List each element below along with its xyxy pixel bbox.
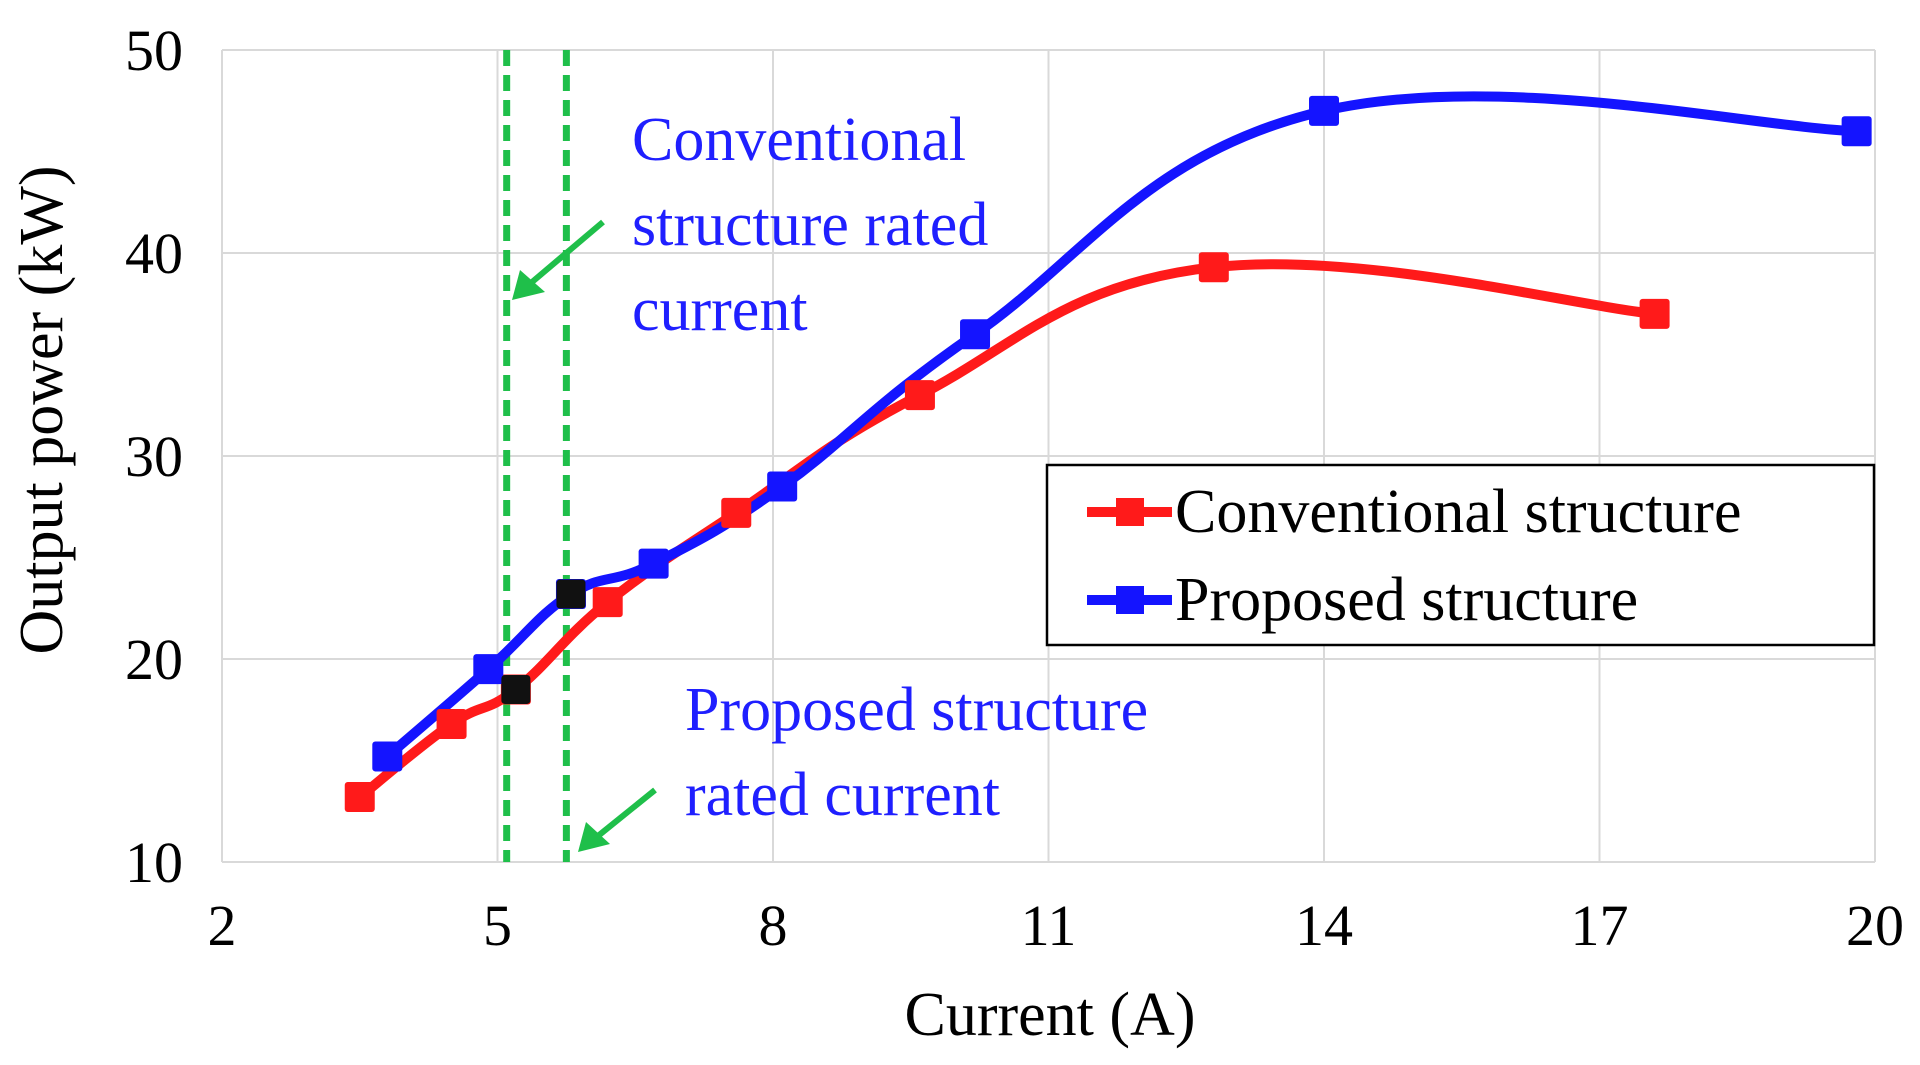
data-point-conventional-4 xyxy=(721,497,752,528)
data-point-proposed-5 xyxy=(960,319,991,350)
annotation-proposed-line-1: Proposed structure xyxy=(685,676,1148,744)
legend-label-proposed: Proposed structure xyxy=(1175,566,1638,634)
x-axis-title: Current (A) xyxy=(905,981,1196,1049)
data-point-conventional-3 xyxy=(592,587,623,618)
rated-point-1 xyxy=(556,579,586,609)
data-point-conventional-0 xyxy=(344,782,375,813)
y-tick-label-2: 30 xyxy=(125,424,183,489)
tick-labels: 2 5 8 11 14 17 20 10 20 30 40 50 xyxy=(125,18,1904,958)
x-tick-label-1: 5 xyxy=(483,893,512,958)
y-axis-title: Output power (kW) xyxy=(8,166,76,655)
rated-point-0 xyxy=(501,674,531,704)
y-tick-label-1: 20 xyxy=(125,627,183,692)
x-tick-label-4: 14 xyxy=(1295,893,1353,958)
data-point-conventional-7 xyxy=(1639,298,1670,329)
y-tick-label-4: 50 xyxy=(125,18,183,83)
series-line-proposed xyxy=(382,91,1862,762)
x-tick-label-2: 8 xyxy=(759,893,788,958)
annotation-conventional: Conventional structure rated current xyxy=(512,106,988,344)
x-tick-label-6: 20 xyxy=(1846,893,1904,958)
data-point-proposed-0 xyxy=(372,741,403,772)
data-point-conventional-5 xyxy=(904,380,935,411)
y-tick-label-0: 10 xyxy=(125,830,183,895)
legend: Conventional structure Proposed structur… xyxy=(1045,463,1876,647)
x-tick-label-5: 17 xyxy=(1571,893,1629,958)
annotation-conventional-line-1: Conventional xyxy=(632,106,966,174)
data-point-proposed-6 xyxy=(1309,95,1339,126)
data-point-proposed-7 xyxy=(1841,116,1872,147)
annotation-conventional-line-3: current xyxy=(632,276,808,344)
x-tick-label-3: 11 xyxy=(1021,893,1077,958)
series-layer xyxy=(344,91,1872,813)
data-point-proposed-4 xyxy=(767,471,798,502)
data-point-proposed-1 xyxy=(473,654,504,685)
arrow-conventional-icon xyxy=(512,219,605,300)
legend-entry-proposed: Proposed structure xyxy=(1087,566,1638,634)
annotation-conventional-line-2: structure rated xyxy=(632,191,988,259)
legend-label-conventional: Conventional structure xyxy=(1175,478,1741,546)
annotation-proposed-line-2: rated current xyxy=(685,761,1000,829)
data-point-conventional-1 xyxy=(436,708,467,739)
data-point-conventional-6 xyxy=(1198,252,1229,283)
annotation-proposed: Proposed structure rated current xyxy=(578,676,1148,852)
arrow-proposed-icon xyxy=(578,787,657,852)
y-tick-label-3: 40 xyxy=(125,221,183,286)
data-point-proposed-3 xyxy=(638,548,669,579)
x-tick-label-0: 2 xyxy=(208,893,237,958)
legend-entry-conventional: Conventional structure xyxy=(1087,478,1741,546)
rated-current-lines xyxy=(503,50,570,862)
legend-box xyxy=(1045,463,1876,647)
